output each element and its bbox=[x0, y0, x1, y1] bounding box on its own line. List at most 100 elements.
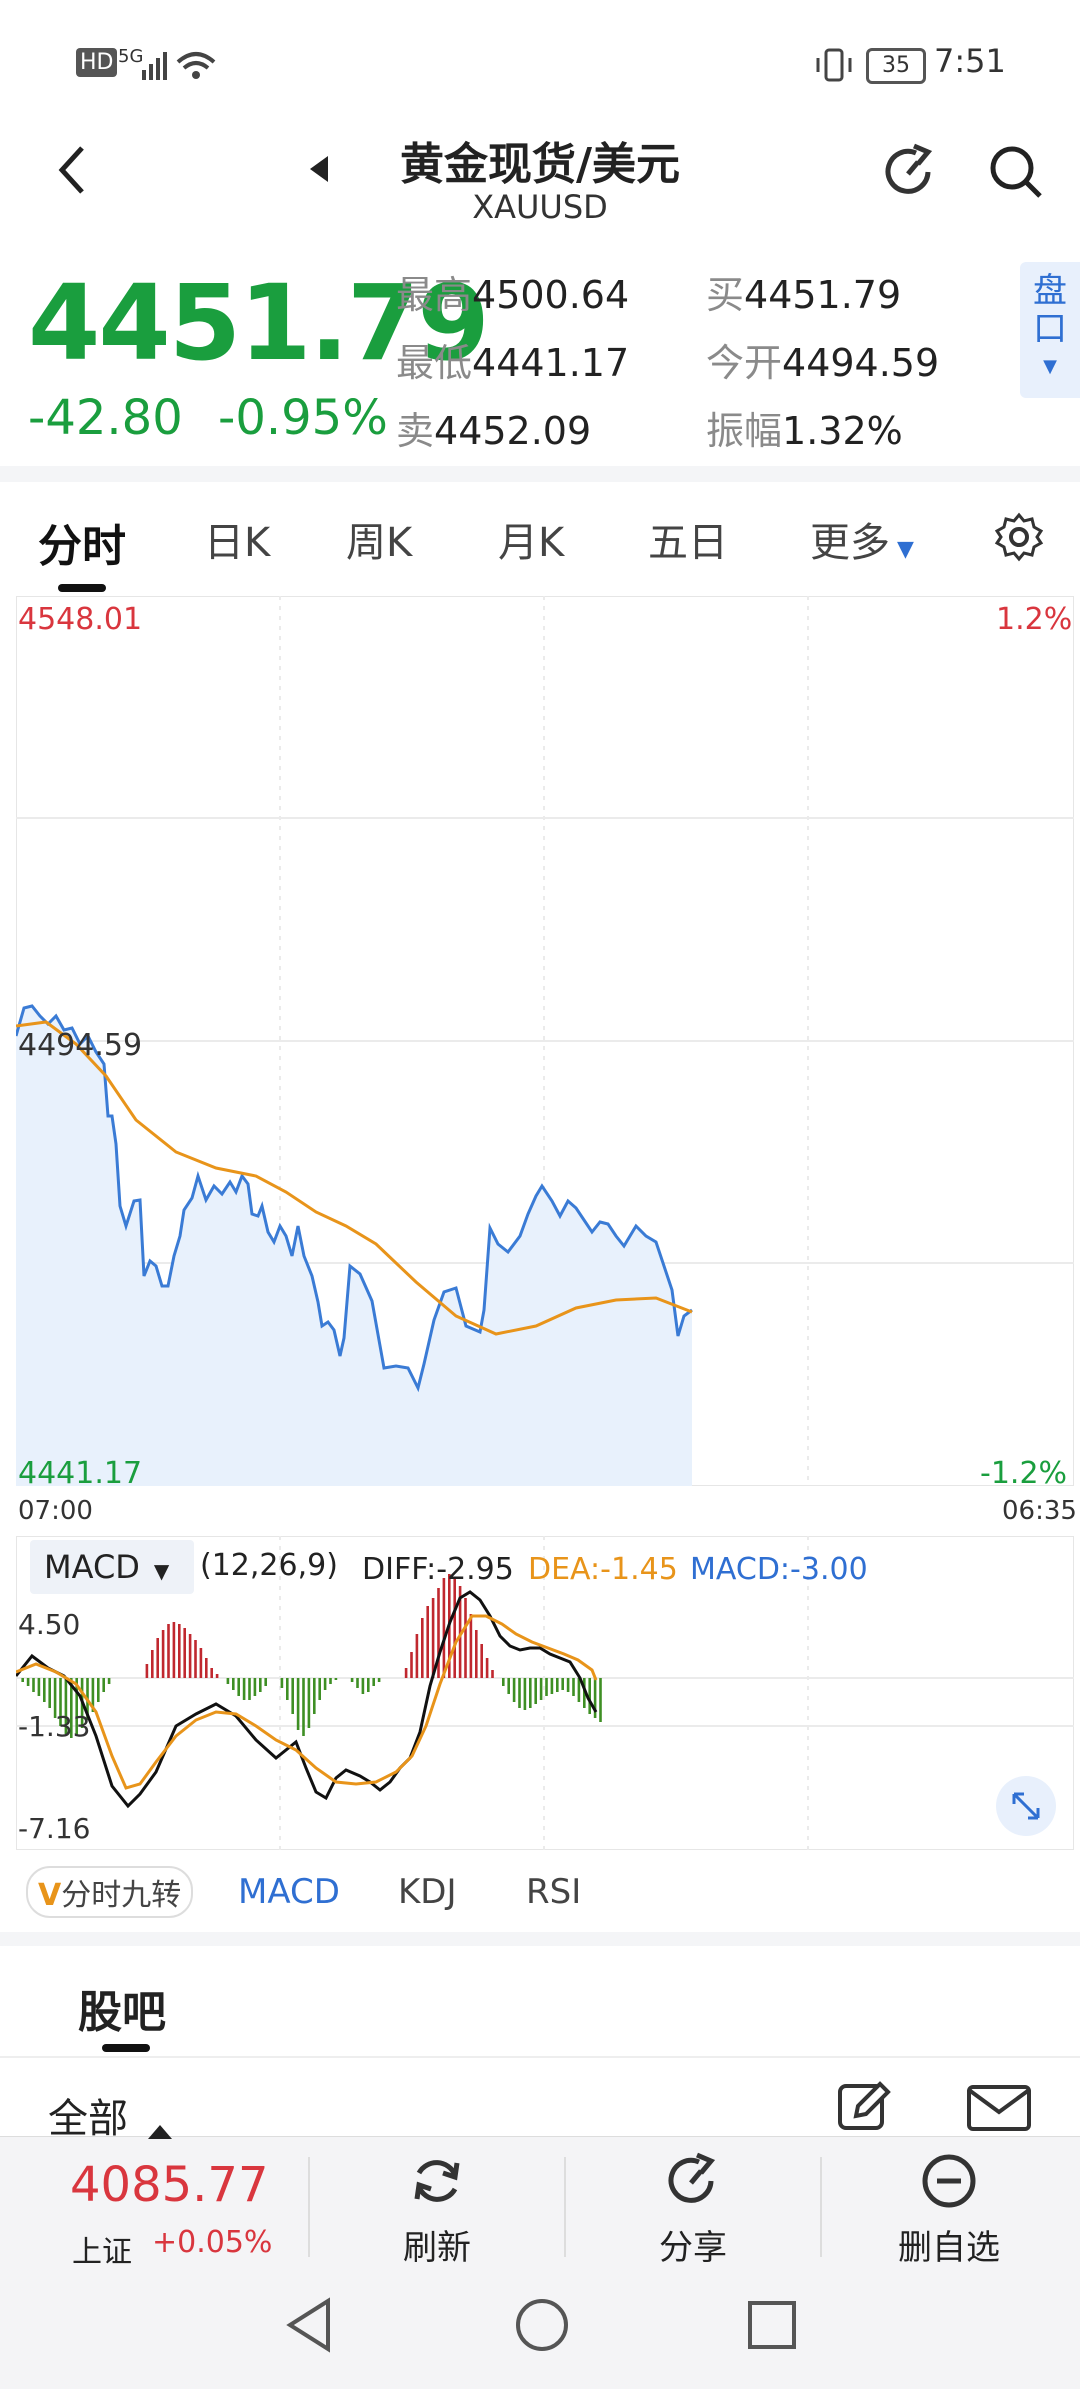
edit-post-icon[interactable] bbox=[836, 2078, 892, 2134]
page-subtitle: XAUUSD bbox=[472, 188, 608, 226]
macd-histogram bbox=[21, 1574, 602, 1738]
guba-title[interactable]: 股吧 bbox=[78, 1987, 166, 2038]
divider bbox=[0, 2056, 1080, 2058]
quote-field-low: 最低4441.17 bbox=[396, 341, 630, 385]
time-start-label: 07:00 bbox=[18, 1496, 93, 1526]
message-icon[interactable] bbox=[966, 2084, 1032, 2132]
minus-circle-icon bbox=[922, 2154, 976, 2208]
macd-histogram-bar bbox=[248, 1678, 251, 1700]
macd-y-mid: -1.33 bbox=[18, 1710, 91, 1743]
signal-label: 5G bbox=[118, 46, 144, 67]
guba-filter-all[interactable]: 全部 bbox=[48, 2096, 128, 2142]
macd-histogram-bar bbox=[151, 1650, 154, 1678]
expand-button[interactable] bbox=[996, 1776, 1056, 1836]
macd-histogram-bar bbox=[588, 1678, 591, 1714]
macd-histogram-bar bbox=[377, 1678, 381, 1682]
macd-histogram-bar bbox=[529, 1678, 532, 1708]
intraday-chart[interactable] bbox=[16, 596, 1074, 1486]
refresh-button[interactable]: 刷新 bbox=[310, 2151, 564, 2269]
remove-watchlist-button[interactable]: 删自选 bbox=[822, 2151, 1076, 2269]
tab-more[interactable]: 更多 ▼ bbox=[810, 520, 914, 566]
macd-histogram-bar bbox=[264, 1678, 267, 1686]
tab-five-day[interactable]: 五日 bbox=[648, 520, 728, 566]
quote-field-ask: 卖4452.09 bbox=[396, 409, 592, 453]
expand-icon bbox=[1012, 1792, 1040, 1820]
price-change-pct: -0.95% bbox=[218, 390, 388, 446]
tab-month-k[interactable]: 月K bbox=[498, 520, 565, 566]
macd-histogram-bar bbox=[372, 1678, 375, 1686]
divider bbox=[0, 1932, 1080, 1946]
battery-icon: 35 bbox=[866, 48, 926, 84]
macd-diff-value: DIFF:-2.95 bbox=[362, 1552, 514, 1587]
caret-down-icon: ▼ bbox=[153, 1559, 170, 1583]
macd-histogram-bar bbox=[458, 1586, 462, 1678]
divider bbox=[564, 2157, 566, 2257]
macd-histogram-bar bbox=[415, 1634, 419, 1678]
macd-histogram-bar bbox=[404, 1668, 408, 1678]
macd-histogram-bar bbox=[485, 1658, 489, 1678]
average-price-line bbox=[16, 1020, 693, 1336]
macd-histogram-bar bbox=[307, 1678, 311, 1728]
index-ticker[interactable]: 4085.77 上证 +0.05% bbox=[0, 2137, 308, 2270]
macd-histogram-bar bbox=[178, 1624, 181, 1678]
macd-histogram-bar bbox=[534, 1678, 537, 1704]
caret-up-icon bbox=[148, 2125, 172, 2139]
tab-intraday[interactable]: 分时 bbox=[38, 521, 126, 572]
macd-histogram-bar bbox=[453, 1578, 456, 1678]
back-icon[interactable] bbox=[52, 142, 92, 198]
macd-dea-line bbox=[16, 1614, 598, 1790]
share-refresh-icon[interactable] bbox=[880, 142, 940, 202]
macd-histogram-bar bbox=[469, 1614, 473, 1678]
tab-macd[interactable]: MACD bbox=[238, 1872, 340, 1912]
macd-histogram-bar bbox=[566, 1678, 570, 1692]
macd-histogram-bar bbox=[172, 1622, 176, 1678]
nav-home-icon[interactable] bbox=[512, 2295, 572, 2355]
macd-histogram-bar bbox=[183, 1628, 186, 1678]
macd-histogram-bar bbox=[302, 1678, 305, 1736]
macd-histogram-bar bbox=[572, 1678, 575, 1696]
macd-histogram-bar bbox=[259, 1678, 262, 1692]
macd-histogram-bar bbox=[583, 1678, 586, 1708]
nav-recents-icon[interactable] bbox=[744, 2297, 800, 2353]
chart-low-label: 4441.17 bbox=[18, 1456, 143, 1491]
macd-histogram-bar bbox=[26, 1678, 30, 1686]
caret-down-icon: ▼ bbox=[890, 537, 914, 562]
last-price: 4451.79 bbox=[28, 262, 490, 384]
macd-histogram-bar bbox=[464, 1598, 467, 1678]
tab-week-k[interactable]: 周K bbox=[346, 520, 413, 566]
tab-rsi[interactable]: RSI bbox=[526, 1872, 582, 1912]
macd-histogram-bar bbox=[318, 1678, 321, 1700]
macd-histogram-bar bbox=[356, 1678, 359, 1688]
caret-down-icon: ▼ bbox=[1043, 356, 1057, 377]
macd-y-bot: -7.16 bbox=[18, 1812, 91, 1845]
tab-day-k[interactable]: 日K bbox=[204, 520, 271, 566]
share-icon bbox=[668, 2152, 716, 2203]
quote-field-open: 今开4494.59 bbox=[706, 341, 940, 385]
macd-histogram-bar bbox=[102, 1678, 105, 1692]
settings-gear-icon[interactable] bbox=[994, 512, 1044, 562]
divider bbox=[820, 2157, 822, 2257]
chart-high-pct: 1.2% bbox=[996, 602, 1073, 637]
indicator-selector[interactable]: MACD ▼ bbox=[30, 1540, 194, 1594]
macd-value: MACD:-3.00 bbox=[690, 1552, 868, 1587]
share-button[interactable]: 分享 bbox=[566, 2151, 820, 2269]
macd-histogram-bar bbox=[37, 1678, 41, 1696]
macd-histogram-bar bbox=[507, 1678, 510, 1694]
prev-stock-icon[interactable] bbox=[306, 152, 332, 186]
macd-histogram-bar bbox=[107, 1678, 111, 1684]
nav-back-icon[interactable] bbox=[282, 2295, 336, 2355]
tab-nine-turn[interactable]: V分时九转 bbox=[26, 1866, 194, 1918]
macd-histogram-bar bbox=[161, 1630, 165, 1678]
price-area-fill bbox=[16, 1006, 692, 1486]
page-title: 黄金现货/美元 bbox=[399, 139, 681, 190]
pankou-button[interactable]: 盘口 ▼ bbox=[1020, 262, 1080, 398]
tab-kdj[interactable]: KDJ bbox=[398, 1872, 457, 1912]
macd-params: (12,26,9) bbox=[200, 1548, 338, 1583]
macd-histogram-bar bbox=[145, 1664, 149, 1678]
search-icon[interactable] bbox=[986, 142, 1046, 202]
signal-wifi-icon bbox=[142, 52, 216, 80]
macd-histogram-bar bbox=[426, 1606, 429, 1678]
quote-field-high: 最高4500.64 bbox=[396, 273, 630, 317]
vibrate-icon bbox=[816, 48, 852, 82]
macd-histogram-bar bbox=[64, 1678, 68, 1734]
